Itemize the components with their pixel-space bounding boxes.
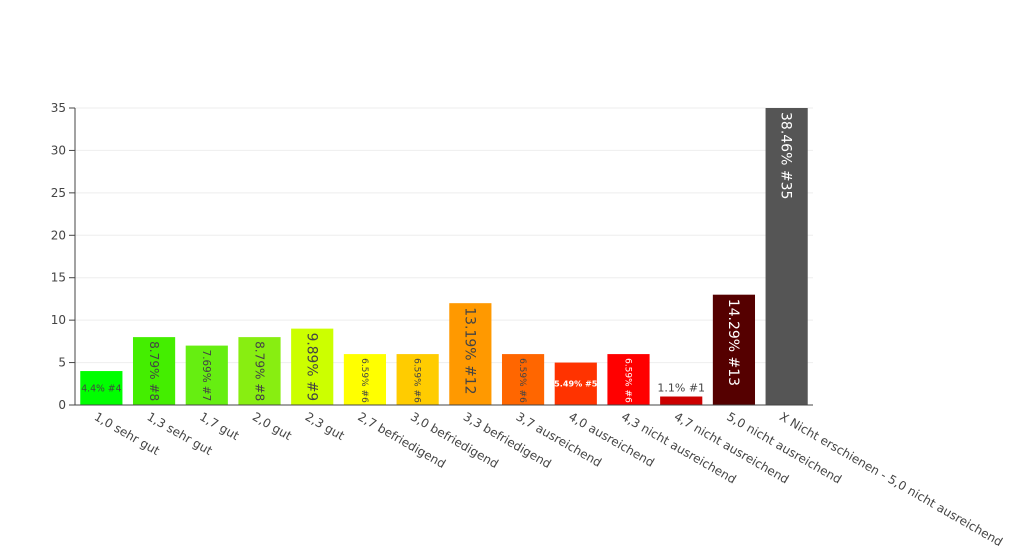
bar-8[interactable] [449, 303, 492, 405]
bar-label-8: 13.19% #12 [462, 307, 478, 394]
bar-3[interactable] [185, 345, 228, 405]
gridlines [75, 107, 813, 364]
bar-4[interactable] [238, 337, 281, 405]
bar-label-2: 8.79% #8 [147, 341, 161, 401]
bar-label-9: 6.59% #6 [517, 358, 527, 403]
bar-10[interactable] [554, 362, 597, 405]
bar-label-3: 7.69% #7 [200, 350, 212, 402]
x-tick-label: 2,0 gut [250, 409, 294, 443]
x-tick-label: X Nicht erschienen - 5,0 nicht ausreiche… [777, 409, 1005, 549]
bar-13[interactable] [712, 294, 756, 405]
bar-label-14: 38.46% #35 [778, 112, 794, 199]
y-tick-labels: 0 5 10 15 20 25 30 35 [51, 101, 66, 412]
bar-label-12: 1.1% #1 [657, 382, 705, 395]
bar-label-13: 14.29% #13 [725, 299, 741, 386]
y-tick-label: 10 [51, 313, 66, 327]
y-tick-label: 25 [51, 186, 66, 200]
x-tick-label: 3,0 befriedigend [408, 409, 501, 471]
bar-label-1: 4.4% #4 [81, 383, 121, 394]
bar-value-labels: 4.4% #4 8.79% #8 7.69% #7 8.79% #8 9.89% #9 6… [81, 112, 793, 403]
bar-6[interactable] [343, 354, 387, 405]
bar-label-10: 5.49% #5 [554, 379, 598, 389]
bar-label-7: 6.59% #6 [412, 358, 422, 403]
bar-label-11: 6.59% #6 [622, 358, 632, 403]
bar-label-5: 9.89% #9 [303, 333, 319, 402]
x-tick-label: 2,7 befriedigend [355, 409, 448, 471]
x-tick-label: 1,7 gut [197, 409, 241, 443]
bar-5[interactable] [291, 328, 334, 405]
bar-14[interactable] [765, 108, 808, 405]
bar-label-6: 6.59% #6 [359, 358, 369, 403]
y-tick-label: 5 [58, 356, 66, 370]
bar-11[interactable] [607, 354, 650, 405]
y-tick-label: 0 [58, 398, 66, 412]
y-tick-label: 15 [51, 271, 66, 285]
bar-1[interactable] [80, 371, 123, 405]
axes [69, 107, 813, 406]
bar-2[interactable] [132, 337, 176, 405]
bar-9[interactable] [501, 354, 545, 405]
x-tick-label: 3,3 befriedigend [461, 409, 554, 471]
bars [80, 108, 808, 405]
y-tick-label: 35 [51, 101, 66, 115]
bar-12[interactable] [660, 396, 703, 405]
bar-7[interactable] [396, 354, 439, 405]
bar-label-4: 8.79% #8 [252, 341, 266, 401]
y-tick-label: 30 [51, 143, 66, 157]
x-tick-label: 2,3 gut [303, 409, 347, 443]
y-tick-label: 20 [51, 228, 66, 242]
